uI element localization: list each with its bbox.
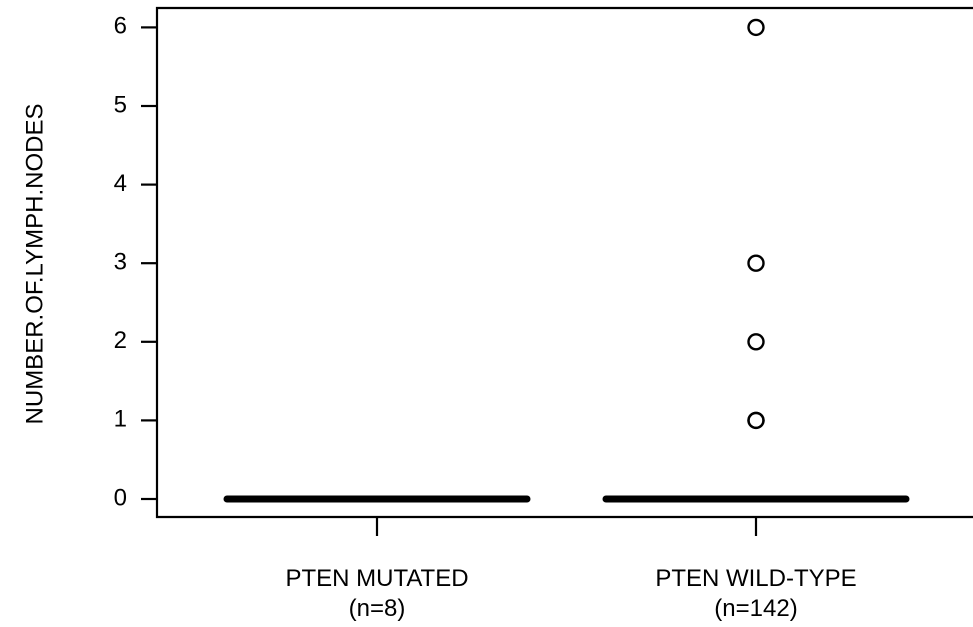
x-category-count-label: (n=8) bbox=[349, 595, 406, 622]
y-axis-label: NUMBER.OF.LYMPH.NODES bbox=[21, 104, 48, 425]
y-tick-label: 5 bbox=[114, 91, 127, 118]
y-axis-ticks: 0 1 2 3 4 5 6 bbox=[114, 13, 157, 511]
x-category-label: PTEN MUTATED bbox=[285, 565, 468, 592]
y-tick-label: 2 bbox=[114, 327, 127, 354]
y-tick-label: 3 bbox=[114, 249, 127, 276]
y-tick-label: 1 bbox=[114, 406, 127, 433]
plot-frame bbox=[155, 6, 973, 519]
outlier-point bbox=[747, 333, 765, 351]
y-tick-label: 4 bbox=[114, 170, 127, 197]
outlier-point bbox=[747, 18, 765, 37]
y-tick-label: 0 bbox=[114, 484, 127, 511]
y-tick-label: 6 bbox=[114, 13, 127, 40]
outlier-point bbox=[747, 411, 765, 430]
x-category-label: PTEN WILD-TYPE bbox=[655, 565, 856, 592]
outlier-points bbox=[747, 18, 765, 430]
x-axis-ticks: PTEN MUTATED (n=8) PTEN WILD-TYPE (n=142) bbox=[285, 517, 857, 622]
outlier-point bbox=[747, 254, 765, 272]
x-category-count-label: (n=142) bbox=[714, 595, 797, 622]
